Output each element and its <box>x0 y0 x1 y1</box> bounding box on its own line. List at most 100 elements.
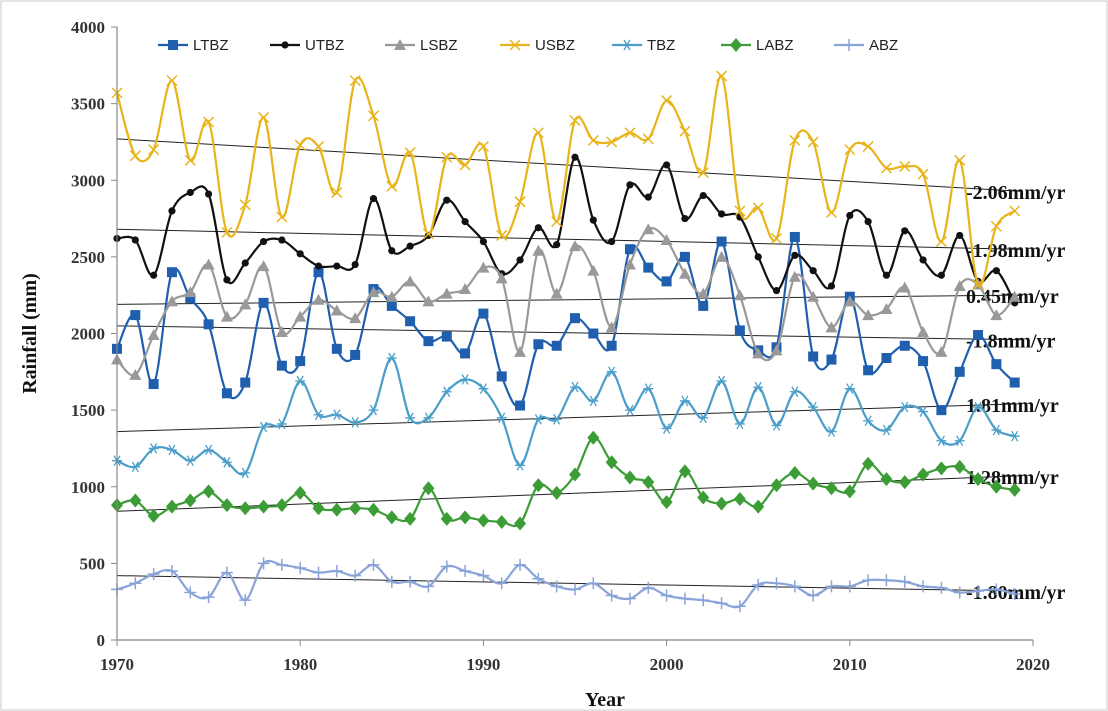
data-point <box>295 356 306 367</box>
data-point <box>935 461 948 476</box>
data-point <box>550 287 563 299</box>
data-point <box>385 575 398 588</box>
data-point <box>589 216 597 224</box>
data-point <box>678 267 691 279</box>
data-point <box>843 295 856 307</box>
y-tick-label: 3500 <box>71 95 105 114</box>
data-point <box>826 354 837 365</box>
data-point <box>276 360 287 371</box>
data-point <box>147 508 160 523</box>
data-point <box>827 282 836 290</box>
data-point <box>1008 290 1021 302</box>
data-point <box>276 418 287 430</box>
data-point <box>257 499 270 514</box>
data-point <box>717 210 726 218</box>
data-point <box>148 379 159 390</box>
data-point <box>294 139 306 151</box>
data-point <box>478 308 489 319</box>
data-point <box>605 321 618 333</box>
data-point <box>257 260 270 272</box>
data-point <box>404 511 417 526</box>
x-tick-label: 2000 <box>650 655 684 674</box>
data-point <box>553 241 561 249</box>
data-point <box>386 180 398 192</box>
data-point <box>185 455 196 467</box>
data-point <box>349 312 362 324</box>
data-point <box>660 495 673 510</box>
data-point <box>624 244 635 255</box>
data-point <box>936 405 947 416</box>
legend-item: TBZ <box>612 37 675 54</box>
data-point <box>532 478 545 493</box>
data-point <box>258 111 270 123</box>
data-point <box>533 339 544 350</box>
data-point <box>550 580 563 593</box>
data-point <box>953 279 966 291</box>
data-point <box>441 331 452 342</box>
data-point <box>294 485 307 500</box>
data-point <box>623 470 636 485</box>
data-point <box>733 289 746 301</box>
data-point <box>405 316 416 327</box>
data-point <box>791 251 799 259</box>
data-point <box>203 319 214 330</box>
data-point <box>752 202 764 214</box>
data-point <box>205 190 213 198</box>
data-point <box>642 223 655 235</box>
data-point <box>642 581 655 594</box>
data-point <box>716 236 727 247</box>
data-point <box>881 353 892 364</box>
data-point <box>184 493 197 508</box>
data-point <box>899 340 910 351</box>
data-point <box>404 147 416 159</box>
data-point <box>459 159 471 171</box>
data-point <box>643 262 654 273</box>
x-axis-label: Year <box>585 689 625 711</box>
data-point <box>880 574 893 587</box>
data-point <box>789 386 800 398</box>
data-point <box>550 485 563 500</box>
data-point <box>202 258 215 270</box>
data-point <box>807 476 820 491</box>
y-tick-label: 4000 <box>71 18 105 37</box>
data-point <box>515 400 526 411</box>
data-point <box>312 501 325 516</box>
legend-item: LSBZ <box>385 37 458 54</box>
data-point <box>275 558 288 571</box>
data-point <box>388 247 396 255</box>
data-point <box>202 591 215 604</box>
data-point <box>220 566 233 579</box>
data-point <box>754 253 762 261</box>
data-point <box>825 481 838 496</box>
data-point <box>440 287 453 299</box>
data-point <box>953 459 966 474</box>
legend-label: USBZ <box>535 37 575 54</box>
data-point <box>733 600 746 613</box>
data-point <box>168 40 178 50</box>
data-point <box>643 383 654 395</box>
data-point <box>825 206 838 218</box>
y-tick-label: 0 <box>97 631 106 650</box>
data-point <box>405 412 416 424</box>
data-point <box>423 412 434 424</box>
data-point <box>825 321 838 333</box>
data-point <box>715 250 728 262</box>
data-point <box>386 300 397 311</box>
data-point <box>440 511 453 526</box>
data-point <box>477 569 490 582</box>
x-tick-label: 2020 <box>1016 655 1050 674</box>
data-point <box>459 565 472 578</box>
data-point <box>241 259 249 267</box>
data-point <box>972 278 984 290</box>
data-point <box>185 293 196 304</box>
data-point <box>808 401 819 413</box>
data-point <box>294 310 307 322</box>
data-point <box>330 565 343 578</box>
data-point <box>642 475 655 490</box>
data-point <box>716 70 728 82</box>
data-point <box>973 401 984 413</box>
y-tick-label: 1500 <box>71 401 105 420</box>
data-point <box>422 295 435 307</box>
data-point <box>917 168 929 180</box>
